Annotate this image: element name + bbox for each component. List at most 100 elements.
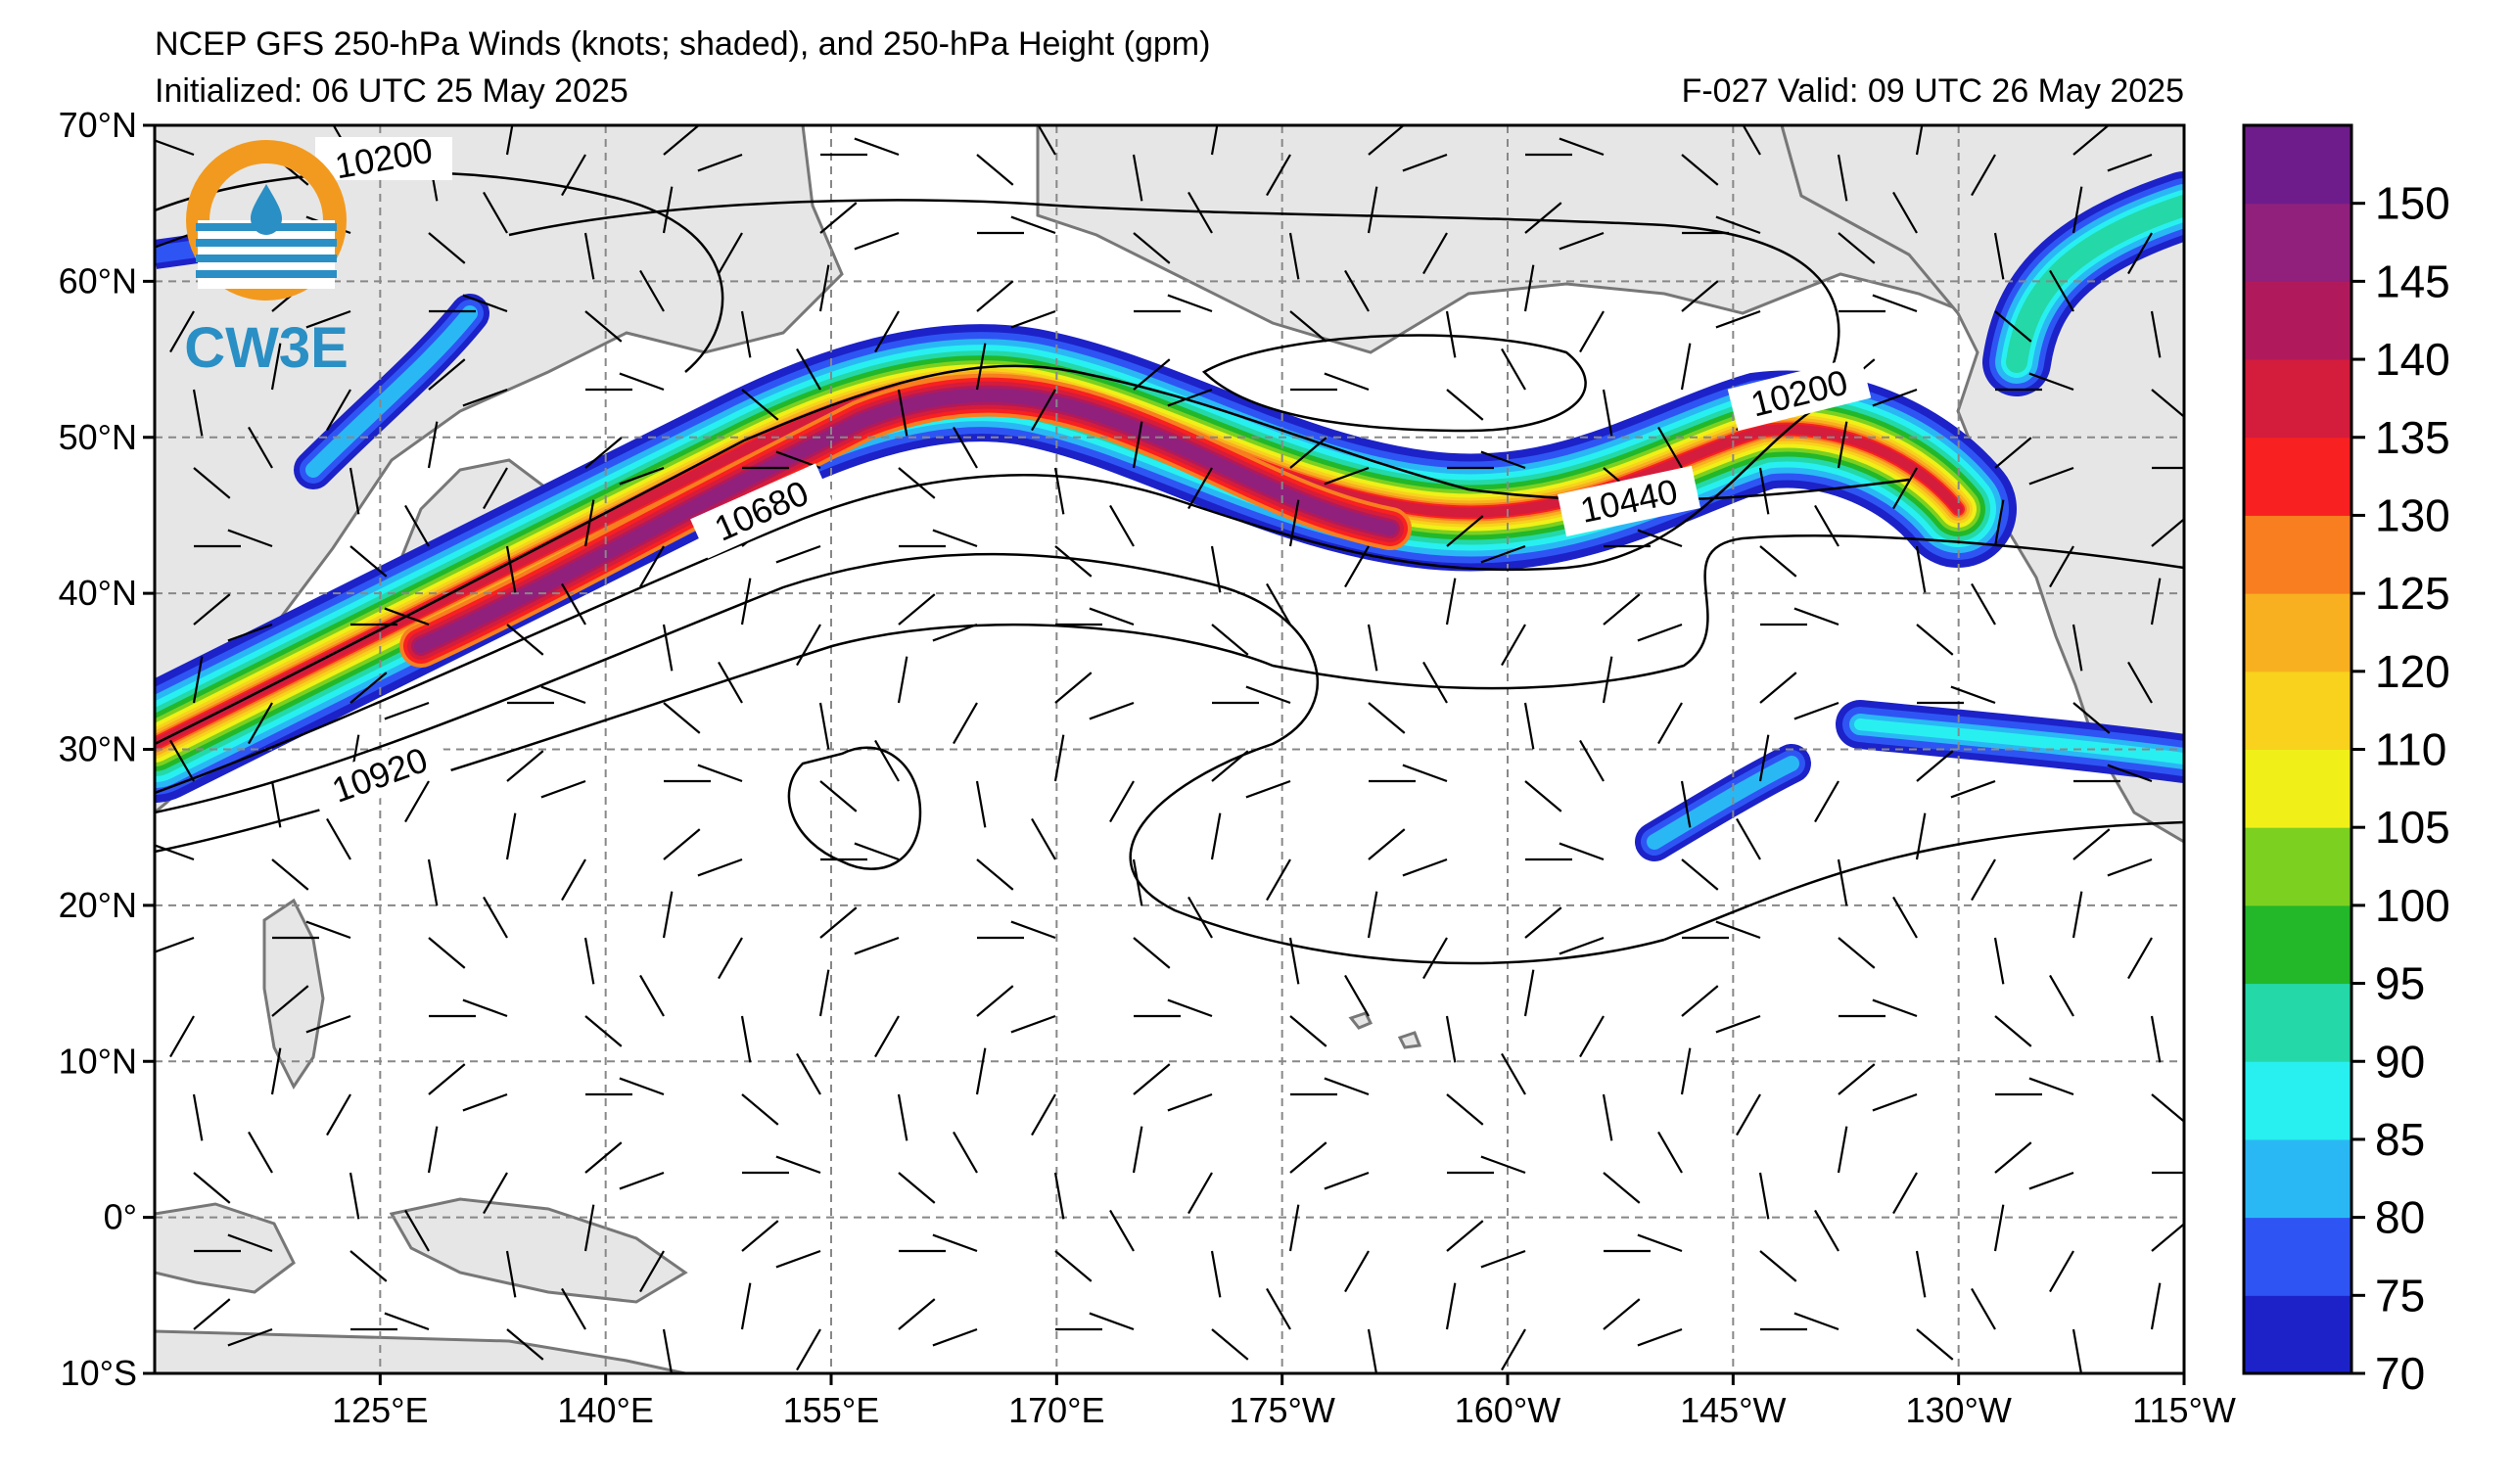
wind-barb bbox=[2151, 1222, 2184, 1252]
wind-barb bbox=[561, 858, 586, 902]
wind-barb bbox=[1559, 936, 1605, 955]
wind-barb bbox=[305, 1014, 351, 1034]
wind-barb bbox=[1758, 1172, 1770, 1220]
wind-barb bbox=[1089, 607, 1135, 626]
colorbar-segment bbox=[2244, 515, 2351, 594]
lon-label: 125°E bbox=[332, 1390, 428, 1430]
wind-barb bbox=[305, 920, 351, 940]
wind-barb bbox=[270, 1047, 282, 1095]
wind-barb bbox=[326, 1093, 351, 1136]
wind-barb bbox=[404, 780, 430, 823]
wind-barb bbox=[1501, 1328, 1526, 1371]
wind-barb bbox=[2072, 891, 2083, 939]
wind-barb bbox=[718, 232, 743, 275]
wind-barb bbox=[1010, 1014, 1056, 1034]
wind-barb bbox=[1054, 1250, 1093, 1282]
wind-barb bbox=[227, 623, 273, 642]
wind-barb bbox=[1010, 215, 1056, 235]
wind-barb bbox=[1915, 545, 1927, 593]
wind-barb bbox=[1814, 780, 1839, 823]
wind-barb bbox=[718, 661, 743, 704]
wind-barb bbox=[1838, 232, 1876, 264]
wind-barb bbox=[1837, 154, 1848, 202]
lon-label: 175°W bbox=[1229, 1390, 1334, 1430]
wind-barb bbox=[1446, 1093, 1484, 1126]
wind-barb bbox=[1480, 544, 1526, 564]
wind-barb bbox=[1344, 545, 1370, 588]
wind-barb bbox=[1971, 858, 1996, 902]
lon-label: 170°E bbox=[1008, 1390, 1104, 1430]
colorbar-tick-label: 120 bbox=[2375, 646, 2450, 697]
height-contour-closed-high bbox=[787, 746, 922, 870]
indonesia-islands bbox=[155, 1202, 296, 1294]
wind-barb bbox=[1892, 896, 1918, 939]
wind-barb bbox=[561, 154, 586, 197]
wind-barb bbox=[1245, 685, 1291, 705]
wind-barb bbox=[1368, 828, 1406, 860]
wind-barb bbox=[1915, 1250, 1927, 1298]
wind-barb bbox=[1210, 1250, 1222, 1298]
wind-barb bbox=[462, 388, 508, 407]
wind-barb bbox=[741, 389, 779, 421]
wind-barb bbox=[1950, 779, 1996, 799]
wind-barb bbox=[1187, 1172, 1213, 1215]
wind-barb bbox=[2107, 153, 2153, 172]
wind-barb bbox=[1603, 1298, 1641, 1330]
wind-barb bbox=[227, 1233, 273, 1253]
wind-barb bbox=[1579, 310, 1605, 353]
wind-barb bbox=[697, 858, 743, 877]
wind-barb bbox=[2127, 232, 2153, 275]
wind-barb bbox=[584, 1015, 623, 1047]
wind-barb bbox=[1657, 702, 1683, 745]
wind-barb bbox=[1579, 1015, 1605, 1058]
wind-barb bbox=[1916, 624, 1954, 656]
wind-barb bbox=[932, 623, 978, 642]
wind-barb bbox=[976, 280, 1014, 312]
wind-barb bbox=[1758, 467, 1770, 515]
wind-barb bbox=[506, 750, 544, 782]
height-contour-ak-high bbox=[1201, 334, 1587, 433]
wind-barb bbox=[1187, 896, 1213, 939]
wind-barb bbox=[169, 1015, 195, 1058]
wind-barb bbox=[271, 858, 309, 891]
wind-barb bbox=[1715, 215, 1761, 235]
wind-barb bbox=[932, 1233, 978, 1253]
wind-barb bbox=[619, 372, 665, 392]
wind-barb bbox=[874, 739, 900, 782]
wind-barb bbox=[1993, 499, 2005, 547]
wind-barb bbox=[663, 125, 701, 156]
initialized-time: Initialized: 06 UTC 25 May 2025 bbox=[155, 72, 628, 110]
graticule bbox=[155, 125, 2184, 1373]
wind-barb bbox=[1288, 232, 1300, 280]
wind-barb bbox=[639, 974, 665, 1017]
wind-barb bbox=[1266, 1287, 1291, 1330]
wind-barb bbox=[1559, 842, 1605, 861]
wind-barb bbox=[1368, 125, 1406, 156]
wind-barb bbox=[1211, 1328, 1249, 1361]
wind-barb bbox=[2127, 661, 2153, 704]
wind-barb bbox=[2150, 310, 2162, 358]
wind-barb bbox=[1950, 685, 1996, 705]
wind-barb bbox=[663, 828, 701, 860]
wind-barb bbox=[583, 499, 595, 547]
wind-barb bbox=[193, 1298, 231, 1330]
wind-barb bbox=[1681, 154, 1719, 186]
wind-barb bbox=[1368, 702, 1406, 734]
wind-barb bbox=[1814, 1209, 1839, 1252]
wind-barb bbox=[740, 578, 752, 626]
wind-barb bbox=[1993, 232, 2005, 280]
wind-barb bbox=[1657, 426, 1683, 469]
wind-barb bbox=[1133, 937, 1171, 969]
wind-barb bbox=[1324, 372, 1370, 392]
colorbar-tick-label: 135 bbox=[2375, 412, 2450, 463]
colorbar-tick-label: 105 bbox=[2375, 802, 2450, 853]
wind-barb bbox=[583, 937, 595, 985]
wind-barb bbox=[1523, 969, 1535, 1017]
wind-barb bbox=[976, 858, 1014, 891]
wind-barb bbox=[1402, 153, 1448, 172]
wind-barb bbox=[854, 231, 900, 251]
wind-barb bbox=[1524, 780, 1562, 812]
wind-barb bbox=[1133, 358, 1171, 391]
wind-barb bbox=[1210, 812, 1222, 860]
